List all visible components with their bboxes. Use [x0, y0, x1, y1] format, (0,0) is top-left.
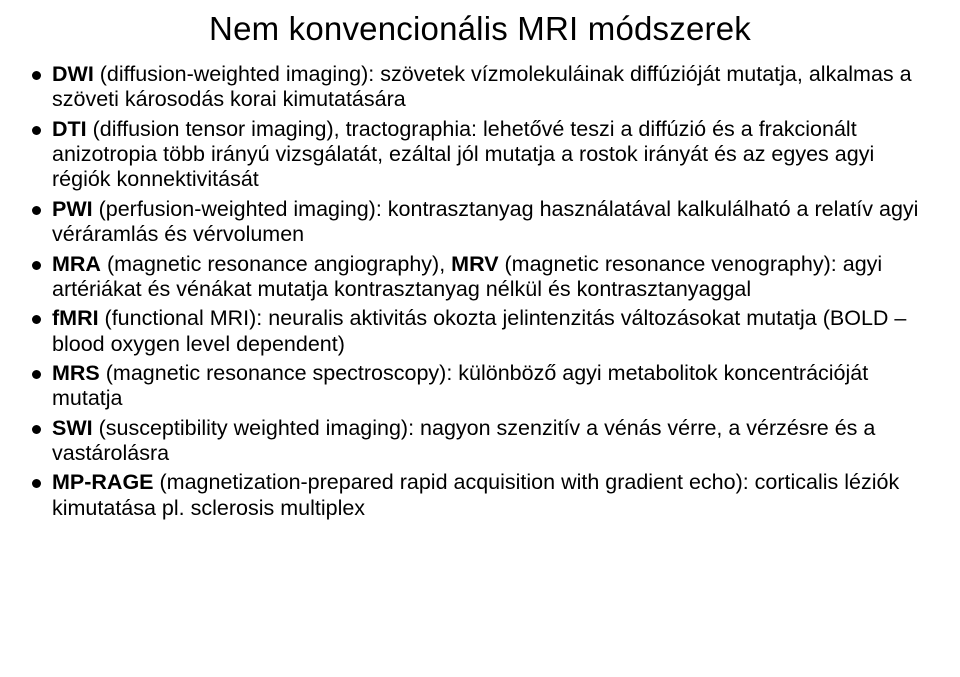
term-rest: (diffusion-weighted imaging): szövetek v…: [52, 62, 912, 111]
term-rest: (susceptibility weighted imaging): nagyo…: [52, 416, 875, 465]
list-item: MRA (magnetic resonance angiography), MR…: [28, 252, 932, 303]
term-rest: (diffusion tensor imaging), tractographi…: [52, 117, 874, 192]
term-rest: (perfusion-weighted imaging): kontraszta…: [52, 197, 918, 246]
term-bold: MRV: [451, 252, 498, 276]
slide-title: Nem konvencionális MRI módszerek: [28, 10, 932, 48]
term-bold: fMRI: [52, 306, 99, 330]
list-item: fMRI (functional MRI): neuralis aktivitá…: [28, 306, 932, 357]
term-rest: (magnetization-prepared rapid acquisitio…: [52, 470, 899, 519]
bullet-list: DWI (diffusion-weighted imaging): szövet…: [28, 62, 932, 521]
term-rest: (magnetic resonance spectroscopy): külön…: [52, 361, 868, 410]
term-bold: DWI: [52, 62, 94, 86]
term-bold: MRA: [52, 252, 101, 276]
list-item: DTI (diffusion tensor imaging), tractogr…: [28, 117, 932, 193]
slide: Nem konvencionális MRI módszerek DWI (di…: [0, 0, 960, 677]
list-item: DWI (diffusion-weighted imaging): szövet…: [28, 62, 932, 113]
list-item: PWI (perfusion-weighted imaging): kontra…: [28, 197, 932, 248]
term-bold: DTI: [52, 117, 87, 141]
term-bold: SWI: [52, 416, 93, 440]
term-mid: (magnetic resonance angiography),: [101, 252, 451, 276]
list-item: MP-RAGE (magnetization-prepared rapid ac…: [28, 470, 932, 521]
list-item: MRS (magnetic resonance spectroscopy): k…: [28, 361, 932, 412]
term-bold: MP-RAGE: [52, 470, 154, 494]
term-rest: (functional MRI): neuralis aktivitás oko…: [52, 306, 906, 355]
term-bold: MRS: [52, 361, 100, 385]
term-bold: PWI: [52, 197, 93, 221]
list-item: SWI (susceptibility weighted imaging): n…: [28, 416, 932, 467]
